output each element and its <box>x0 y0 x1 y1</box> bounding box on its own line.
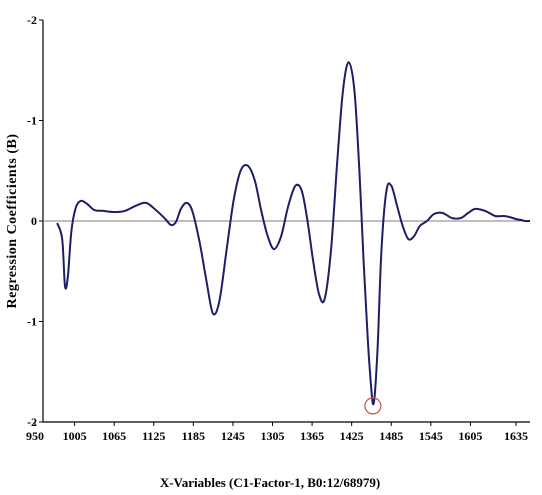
series-line-0 <box>57 62 530 404</box>
x-tick-label-8: 1425 <box>340 429 364 443</box>
x-tick-label-3: 1125 <box>142 429 165 443</box>
x-tick-label-12: 1635 <box>504 429 528 443</box>
y-tick-label-0: -2 <box>27 13 37 27</box>
x-axis-title: X-Variables (C1-Factor-1, B0:12/68979) <box>160 475 380 490</box>
y-tick-label-3: -1 <box>27 315 37 329</box>
x-tick-label-10: 1545 <box>419 429 443 443</box>
y-tick-label-1: -1 <box>27 114 37 128</box>
x-tick-label-11: 1605 <box>458 429 482 443</box>
y-axis-title: Regression Coefficients (B) <box>5 134 20 309</box>
x-tick-label-0: 950 <box>26 429 44 443</box>
x-tick-label-4: 1185 <box>182 429 205 443</box>
x-tick-label-6: 1305 <box>261 429 285 443</box>
x-tick-label-5: 1245 <box>221 429 245 443</box>
y-tick-label-2: 0 <box>31 214 37 228</box>
x-tick-label-7: 1365 <box>300 429 324 443</box>
x-tick-label-2: 1065 <box>102 429 126 443</box>
x-tick-label-1: 1005 <box>63 429 87 443</box>
x-tick-label-9: 1485 <box>379 429 403 443</box>
